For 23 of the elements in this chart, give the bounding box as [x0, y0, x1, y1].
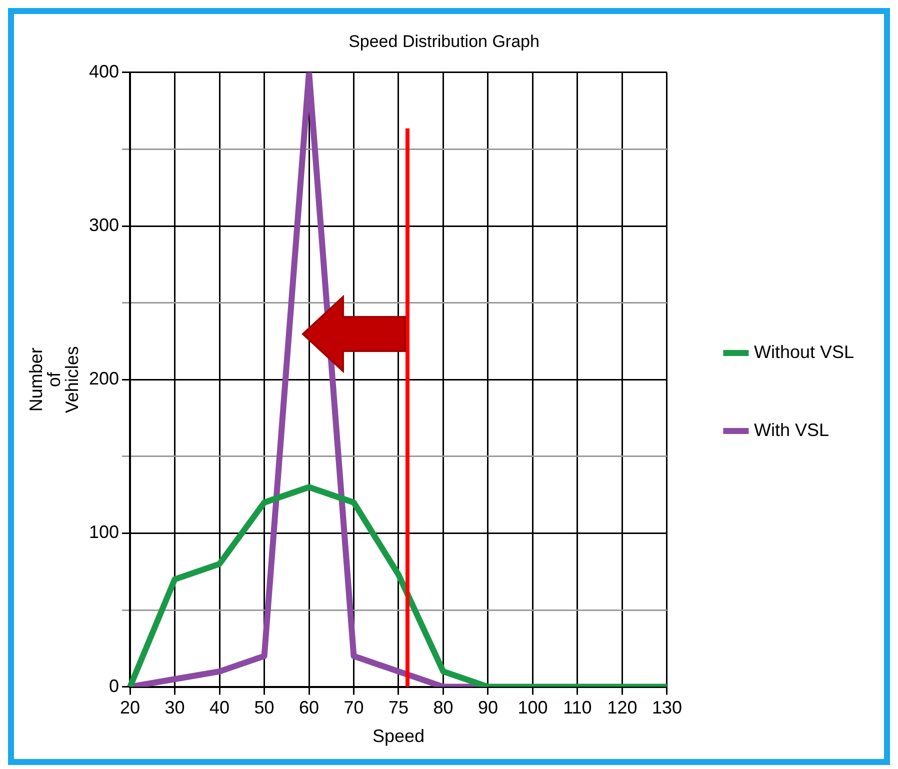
y-tick-label: 400	[88, 61, 120, 82]
x-tick-label: 80	[433, 698, 454, 718]
x-tick-label: 110	[563, 698, 592, 718]
legend-label: With VSL	[754, 420, 829, 440]
chart-title: Speed Distribution Graph	[348, 32, 540, 51]
x-tick-label: 20	[120, 698, 140, 718]
x-tick-label: 60	[298, 698, 320, 718]
y-tick-label: 100	[88, 522, 120, 542]
x-tick-label: 75	[388, 698, 409, 718]
y-axis-title: Number of Vehicles	[26, 346, 82, 414]
x-tick-label: 90	[478, 698, 498, 718]
x-tick-label: 40	[210, 698, 230, 718]
x-tick-label: 30	[164, 698, 185, 718]
y-tick-label: 300	[88, 214, 120, 235]
x-tick-label: 120	[607, 698, 638, 718]
y-tick-label: 200	[88, 368, 120, 389]
x-tick-label: 50	[254, 698, 274, 718]
x-tick-label: 70	[344, 698, 364, 718]
x-tick-label: 100	[518, 698, 548, 718]
y-tick-label: 0	[109, 676, 120, 696]
legend-label: Without VSL	[754, 342, 854, 362]
x-tick-label: 130	[652, 698, 682, 718]
x-axis-title: Speed	[372, 726, 425, 746]
